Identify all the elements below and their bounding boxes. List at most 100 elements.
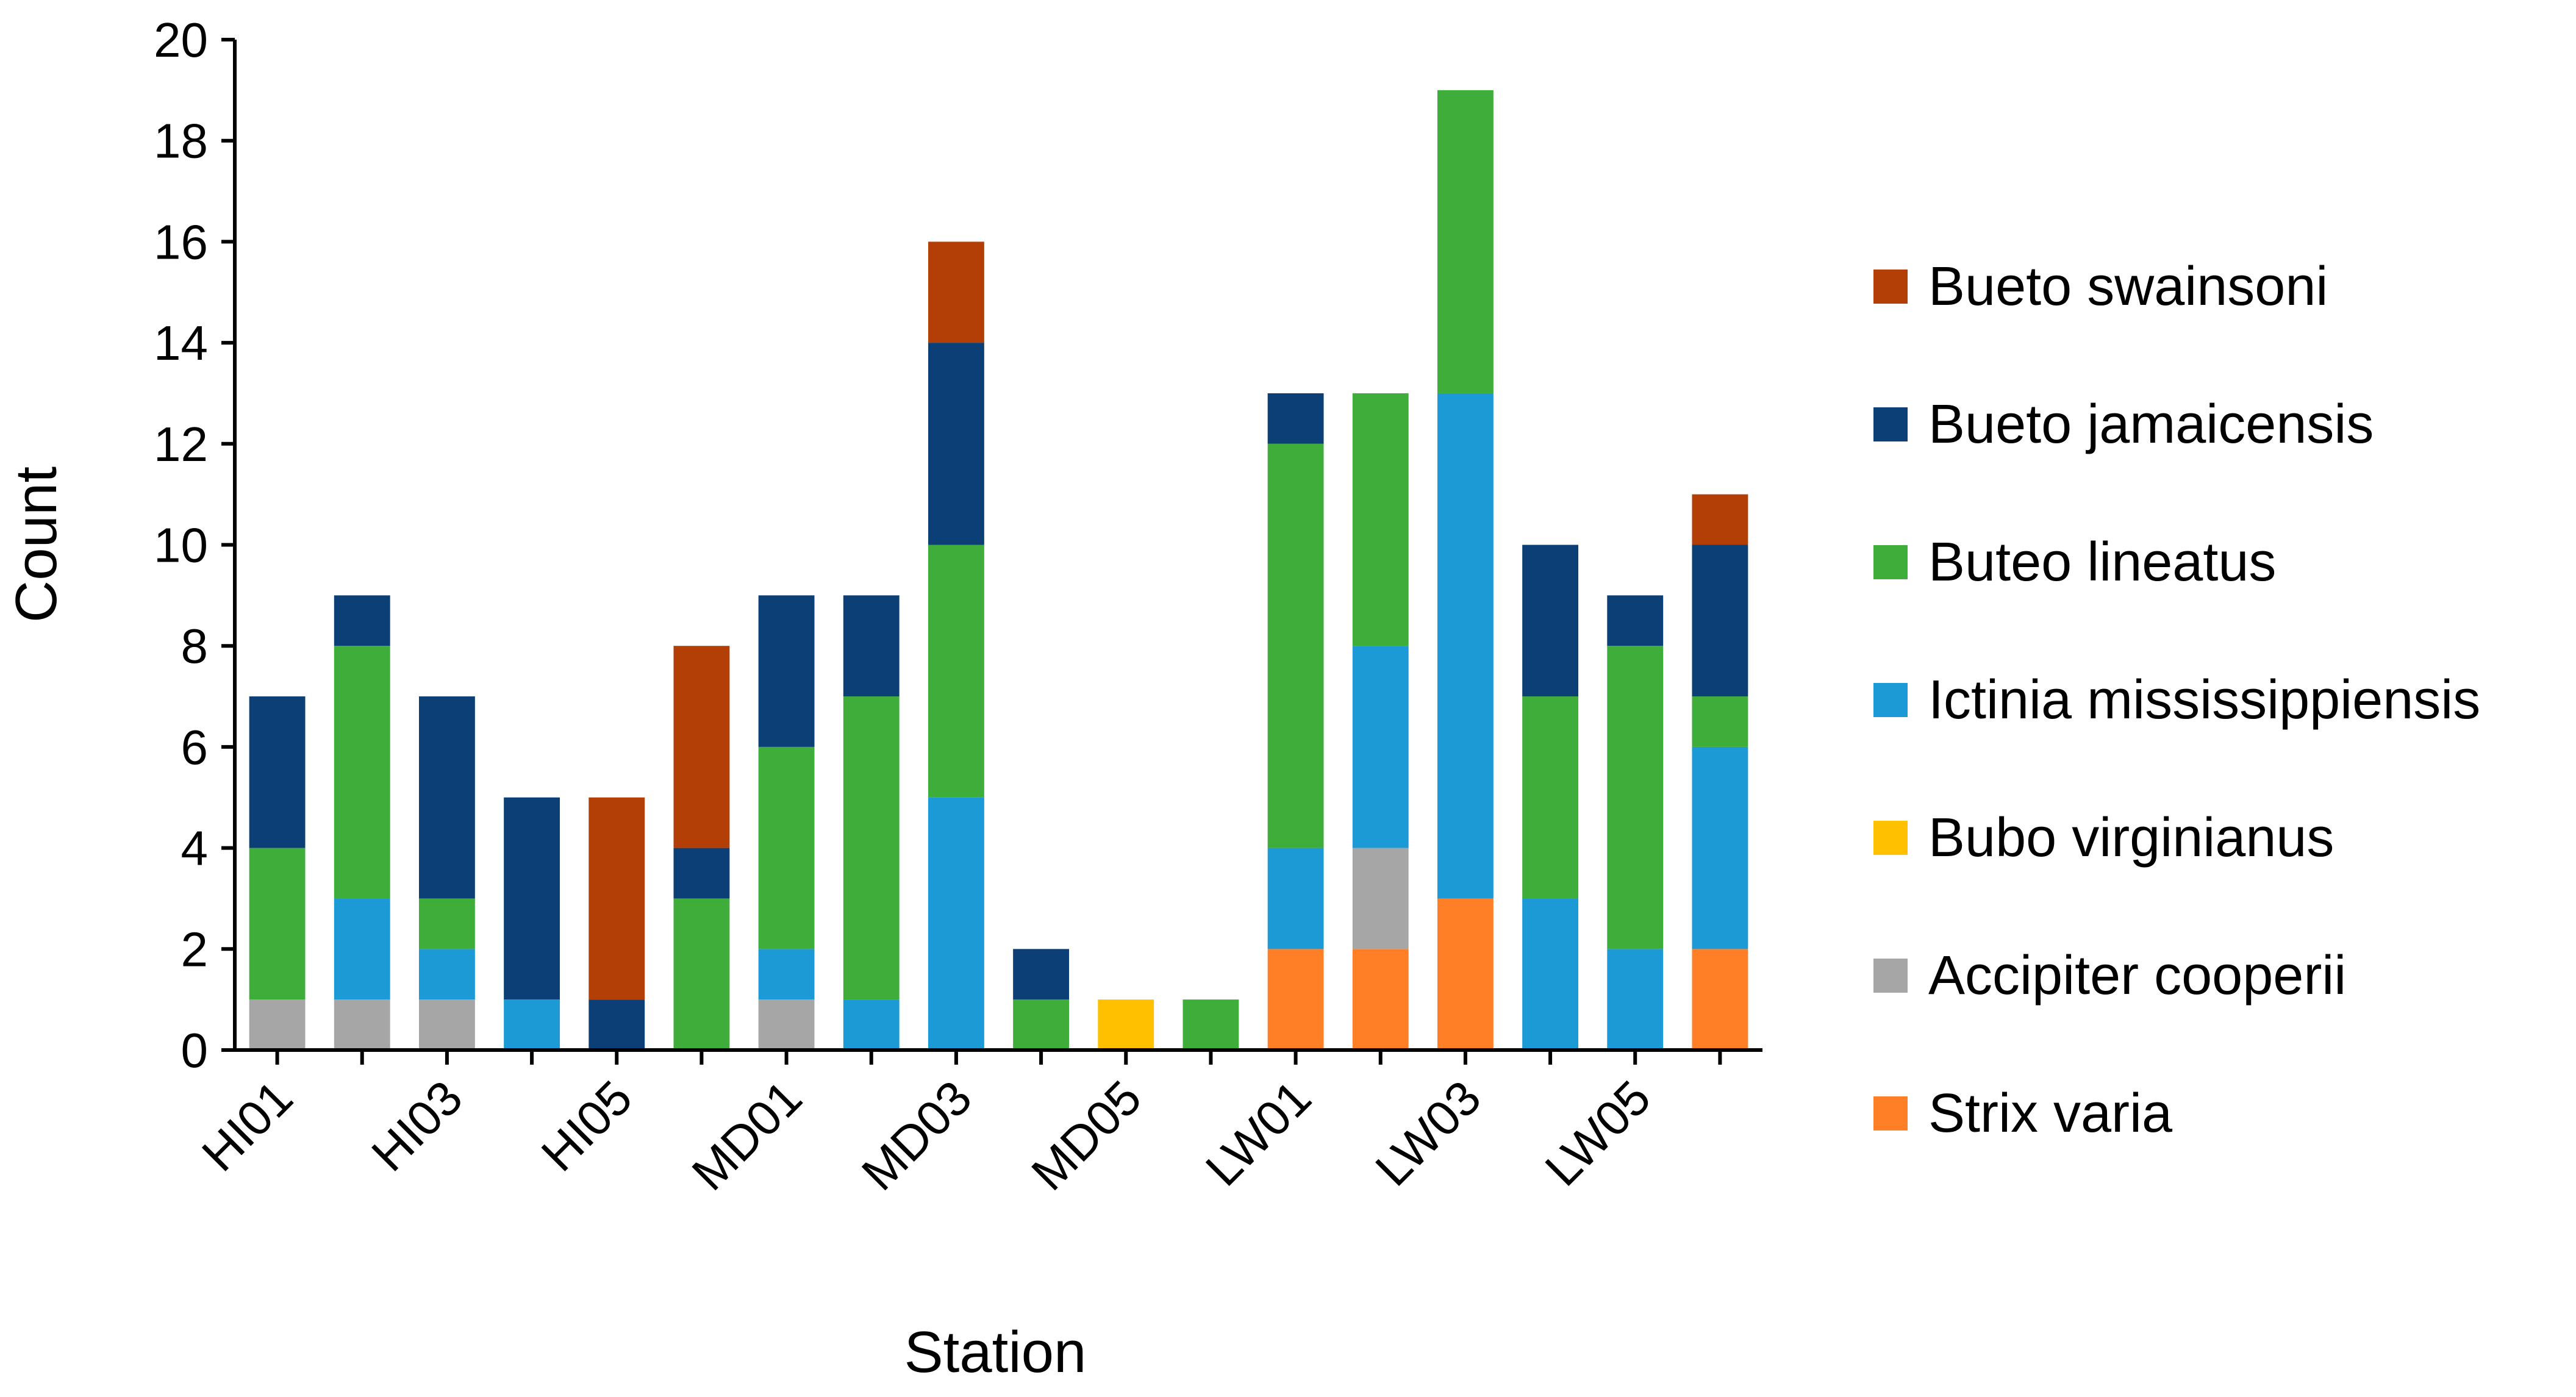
bar-md05-bubo-virginianus xyxy=(1098,999,1154,1050)
legend-label-bueto-jamaicensis: Bueto jamaicensis xyxy=(1928,394,2374,455)
bar-lw01-buteo-lineatus xyxy=(1267,443,1324,848)
legend-swatch-bubo-virginianus xyxy=(1873,821,1908,855)
bar-lw01-strix-varia xyxy=(1267,949,1324,1050)
legend-label-bubo-virginianus: Bubo virginianus xyxy=(1928,807,2334,868)
bar-lw06-bueto-swainsoni xyxy=(1692,494,1748,545)
x-tick-label-md01: MD01 xyxy=(682,1070,812,1201)
bar-md02-ictinia-mississippiensis xyxy=(843,999,900,1050)
x-tick-label-hi01: HI01 xyxy=(191,1070,302,1181)
bar-lw06-strix-varia xyxy=(1692,949,1748,1050)
bar-lw05-ictinia-mississippiensis xyxy=(1607,949,1664,1050)
bar-hi03-bueto-jamaicensis xyxy=(418,696,475,899)
bar-lw06-buteo-lineatus xyxy=(1692,696,1748,747)
legend-swatch-buteo-lineatus xyxy=(1873,545,1908,579)
bar-md03-buteo-lineatus xyxy=(928,545,984,798)
bar-md01-accipiter-cooperii xyxy=(758,999,815,1050)
bar-md04-buteo-lineatus xyxy=(1013,999,1070,1050)
bar-lw04-buteo-lineatus xyxy=(1522,696,1579,899)
y-tick-label-10: 10 xyxy=(154,518,208,573)
x-axis-title: Station xyxy=(904,1320,1087,1385)
bar-hi03-ictinia-mississippiensis xyxy=(418,949,475,1000)
legend-item-bubo-virginianus: Bubo virginianus xyxy=(1873,807,2334,868)
x-tick-marks xyxy=(275,1050,1722,1065)
x-tick-label-hi03: HI03 xyxy=(362,1070,473,1181)
bar-hi01-accipiter-cooperii xyxy=(249,999,306,1050)
bar-hi04-bueto-jamaicensis xyxy=(504,797,560,1000)
y-tick-labels: 0 2 4 6 8 10 12 14 16 18 20 xyxy=(154,13,208,1077)
y-axis-title: Count xyxy=(4,466,69,623)
y-tick-label-4: 4 xyxy=(181,821,209,876)
x-tick-label-md03: MD03 xyxy=(851,1070,982,1201)
bar-md06-buteo-lineatus xyxy=(1182,999,1239,1050)
legend: Bueto swainsoni Bueto jamaicensis Buteo li… xyxy=(1873,256,2480,1144)
y-tick-label-16: 16 xyxy=(154,215,208,269)
legend-label-buteo-lineatus: Buteo lineatus xyxy=(1928,532,2276,593)
bar-md01-bueto-jamaicensis xyxy=(758,595,815,747)
bar-lw03-ictinia-mississippiensis xyxy=(1437,393,1494,899)
x-tick-label-lw03: LW03 xyxy=(1365,1070,1491,1196)
bar-hi06-bueto-jamaicensis xyxy=(673,848,730,899)
x-tick-label-lw01: LW01 xyxy=(1195,1070,1322,1196)
bar-md03-bueto-swainsoni xyxy=(928,241,984,343)
bar-lw06-ictinia-mississippiensis xyxy=(1692,746,1748,949)
bar-lw02-accipiter-cooperii xyxy=(1352,848,1409,949)
y-tick-label-18: 18 xyxy=(154,114,208,168)
legend-swatch-bueto-swainsoni xyxy=(1873,270,1908,304)
bar-lw02-buteo-lineatus xyxy=(1352,393,1409,646)
bar-hi02-accipiter-cooperii xyxy=(334,999,390,1050)
bar-hi02-ictinia-mississippiensis xyxy=(334,898,390,1000)
bar-hi03-buteo-lineatus xyxy=(418,898,475,949)
legend-item-buteo-lineatus: Buteo lineatus xyxy=(1873,532,2276,593)
legend-swatch-bueto-jamaicensis xyxy=(1873,407,1908,441)
bar-lw04-bueto-jamaicensis xyxy=(1522,545,1579,697)
bar-lw03-buteo-lineatus xyxy=(1437,90,1494,393)
bar-md03-ictinia-mississippiensis xyxy=(928,797,984,1050)
x-tick-label-hi05: HI05 xyxy=(531,1070,642,1181)
bar-md02-buteo-lineatus xyxy=(843,696,900,1000)
bar-hi04-ictinia-mississippiensis xyxy=(504,999,560,1050)
bar-hi02-buteo-lineatus xyxy=(334,646,390,899)
bar-lw01-ictinia-mississippiensis xyxy=(1267,848,1324,949)
bar-lw03-strix-varia xyxy=(1437,898,1494,1050)
bar-hi05-bueto-jamaicensis xyxy=(589,999,645,1050)
bar-lw02-ictinia-mississippiensis xyxy=(1352,646,1409,848)
y-tick-label-14: 14 xyxy=(154,316,208,370)
bar-lw06-bueto-jamaicensis xyxy=(1692,545,1748,697)
y-tick-label-12: 12 xyxy=(154,417,208,471)
y-tick-label-20: 20 xyxy=(154,13,208,67)
legend-item-accipiter-cooperii: Accipiter cooperii xyxy=(1873,945,2346,1006)
bar-lw05-buteo-lineatus xyxy=(1607,646,1664,949)
bar-md01-buteo-lineatus xyxy=(758,746,815,949)
y-tick-label-8: 8 xyxy=(181,619,209,673)
y-tick-label-6: 6 xyxy=(181,720,209,774)
legend-item-bueto-jamaicensis: Bueto jamaicensis xyxy=(1873,394,2374,455)
legend-swatch-strix-varia xyxy=(1873,1096,1908,1131)
bar-lw02-strix-varia xyxy=(1352,949,1409,1050)
x-tick-label-md05: MD05 xyxy=(1021,1070,1151,1201)
legend-label-strix-varia: Strix varia xyxy=(1928,1083,2173,1144)
legend-item-bueto-swainsoni: Bueto swainsoni xyxy=(1873,256,2328,317)
legend-swatch-accipiter-cooperii xyxy=(1873,959,1908,993)
bar-hi01-bueto-jamaicensis xyxy=(249,696,306,848)
bar-hi02-bueto-jamaicensis xyxy=(334,595,390,646)
legend-item-ictinia-mississippiensis: Ictinia mississippiensis xyxy=(1873,670,2480,731)
x-tick-label-lw05: LW05 xyxy=(1535,1070,1661,1196)
legend-label-bueto-swainsoni: Bueto swainsoni xyxy=(1928,256,2328,317)
y-tick-label-2: 2 xyxy=(181,922,209,976)
y-tick-marks xyxy=(221,38,235,1052)
bar-md02-bueto-jamaicensis xyxy=(843,595,900,697)
bar-hi03-accipiter-cooperii xyxy=(418,999,475,1050)
x-tick-labels: HI01 HI03 HI05 MD01 MD03 MD05 LW01 LW03 LW05 xyxy=(191,1070,1661,1201)
bar-md04-bueto-jamaicensis xyxy=(1013,949,1070,1000)
bars-layer xyxy=(249,90,1748,1050)
bar-lw01-bueto-jamaicensis xyxy=(1267,393,1324,444)
legend-swatch-ictinia-mississippiensis xyxy=(1873,683,1908,717)
bar-hi01-buteo-lineatus xyxy=(249,848,306,1000)
legend-label-ictinia-mississippiensis: Ictinia mississippiensis xyxy=(1928,670,2480,731)
bar-hi06-buteo-lineatus xyxy=(673,898,730,1050)
legend-label-accipiter-cooperii: Accipiter cooperii xyxy=(1928,945,2346,1006)
bar-hi06-bueto-swainsoni xyxy=(673,646,730,848)
legend-item-strix-varia: Strix varia xyxy=(1873,1083,2173,1144)
